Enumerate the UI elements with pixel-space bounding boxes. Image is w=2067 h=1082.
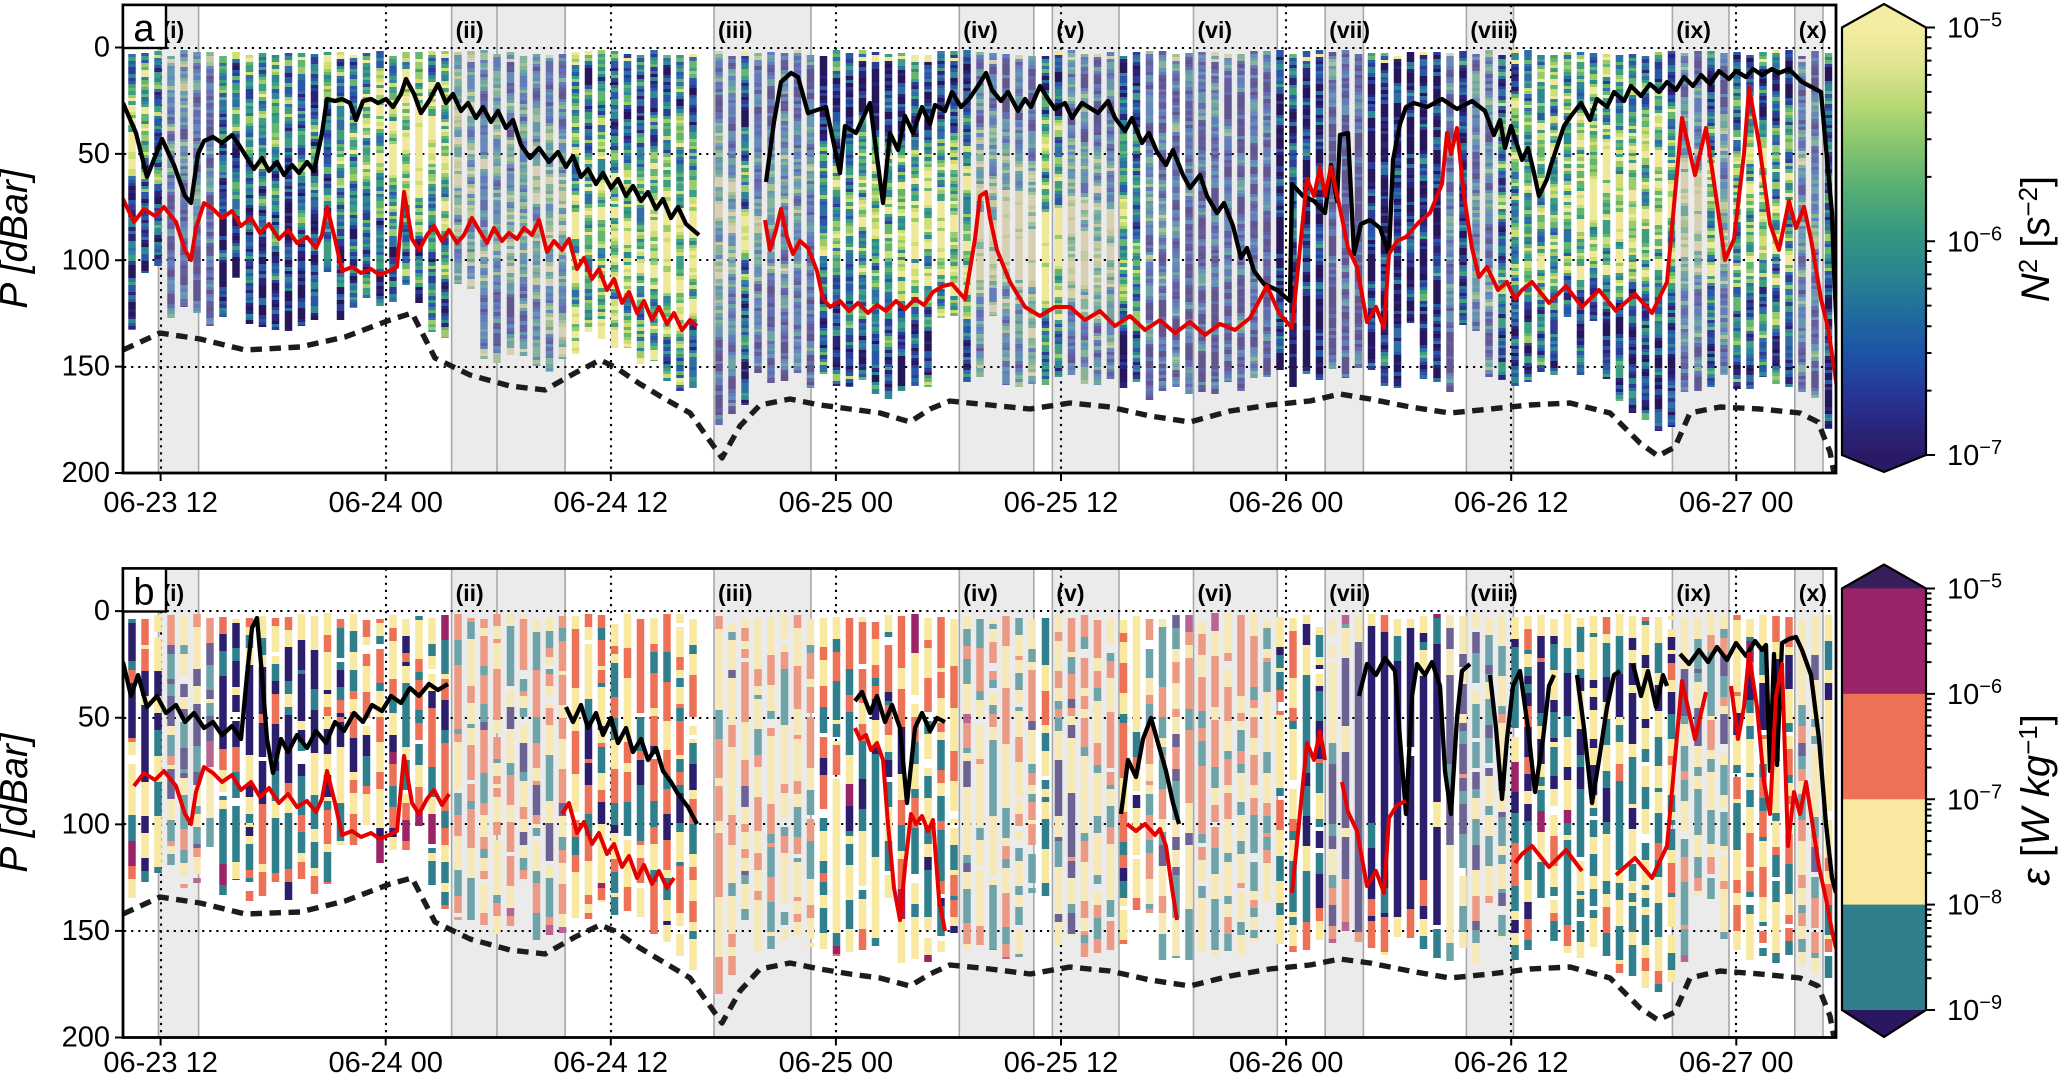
- svg-text:06-24 00: 06-24 00: [328, 1047, 443, 1077]
- svg-text:(ii): (ii): [456, 580, 484, 606]
- svg-text:(x): (x): [1799, 17, 1827, 43]
- svg-text:(vi): (vi): [1198, 17, 1233, 43]
- svg-text:150: 150: [62, 915, 110, 947]
- svg-text:(ix): (ix): [1676, 17, 1711, 43]
- svg-text:06-25 00: 06-25 00: [779, 487, 894, 519]
- svg-text:100: 100: [62, 808, 110, 840]
- svg-text:(x): (x): [1799, 580, 1827, 606]
- svg-text:(vi): (vi): [1198, 580, 1233, 606]
- svg-text:0: 0: [94, 595, 110, 627]
- svg-text:10−6: 10−6: [1947, 676, 2002, 711]
- svg-text:(i): (i): [163, 580, 185, 606]
- svg-text:06-24 00: 06-24 00: [328, 487, 443, 519]
- svg-text:N2 [s−2]: N2 [s−2]: [2013, 176, 2058, 302]
- svg-text:(viii): (viii): [1470, 580, 1517, 606]
- svg-text:0: 0: [94, 32, 110, 64]
- svg-text:ε [W kg−1]: ε [W kg−1]: [2013, 714, 2058, 886]
- svg-text:50: 50: [78, 138, 110, 170]
- svg-text:(i): (i): [163, 17, 185, 43]
- svg-text:06-24 12: 06-24 12: [554, 1047, 669, 1077]
- svg-text:06-24 12: 06-24 12: [554, 487, 669, 519]
- svg-text:a: a: [133, 8, 155, 50]
- svg-text:(iii): (iii): [718, 17, 753, 43]
- svg-text:(viii): (viii): [1470, 17, 1517, 43]
- svg-text:150: 150: [62, 351, 110, 383]
- svg-text:200: 200: [62, 457, 110, 489]
- svg-text:(vii): (vii): [1329, 580, 1370, 606]
- svg-text:P [dBar]: P [dBar]: [0, 168, 36, 309]
- svg-text:50: 50: [78, 702, 110, 734]
- svg-text:(ix): (ix): [1676, 580, 1711, 606]
- svg-text:06-23 12: 06-23 12: [103, 487, 218, 519]
- svg-text:06-25 12: 06-25 12: [1004, 487, 1119, 519]
- svg-text:(iv): (iv): [963, 580, 998, 606]
- svg-text:b: b: [133, 572, 154, 614]
- svg-text:06-27 00: 06-27 00: [1679, 1047, 1794, 1077]
- svg-text:(ii): (ii): [456, 17, 484, 43]
- svg-text:06-26 12: 06-26 12: [1454, 487, 1569, 519]
- svg-text:06-25 12: 06-25 12: [1004, 1047, 1119, 1077]
- svg-text:(iii): (iii): [718, 580, 753, 606]
- svg-text:06-26 00: 06-26 00: [1229, 487, 1344, 519]
- svg-text:(v): (v): [1056, 580, 1084, 606]
- svg-text:200: 200: [62, 1022, 110, 1054]
- svg-text:(iv): (iv): [963, 17, 998, 43]
- svg-text:06-27 00: 06-27 00: [1679, 487, 1794, 519]
- svg-text:100: 100: [62, 244, 110, 276]
- svg-text:(v): (v): [1056, 17, 1084, 43]
- svg-text:06-25 00: 06-25 00: [779, 1047, 894, 1077]
- svg-text:P [dBar]: P [dBar]: [0, 732, 36, 873]
- svg-text:(vii): (vii): [1329, 17, 1370, 43]
- svg-text:06-26 12: 06-26 12: [1454, 1047, 1569, 1077]
- svg-text:06-26 00: 06-26 00: [1229, 1047, 1344, 1077]
- svg-text:06-23 12: 06-23 12: [103, 1047, 218, 1077]
